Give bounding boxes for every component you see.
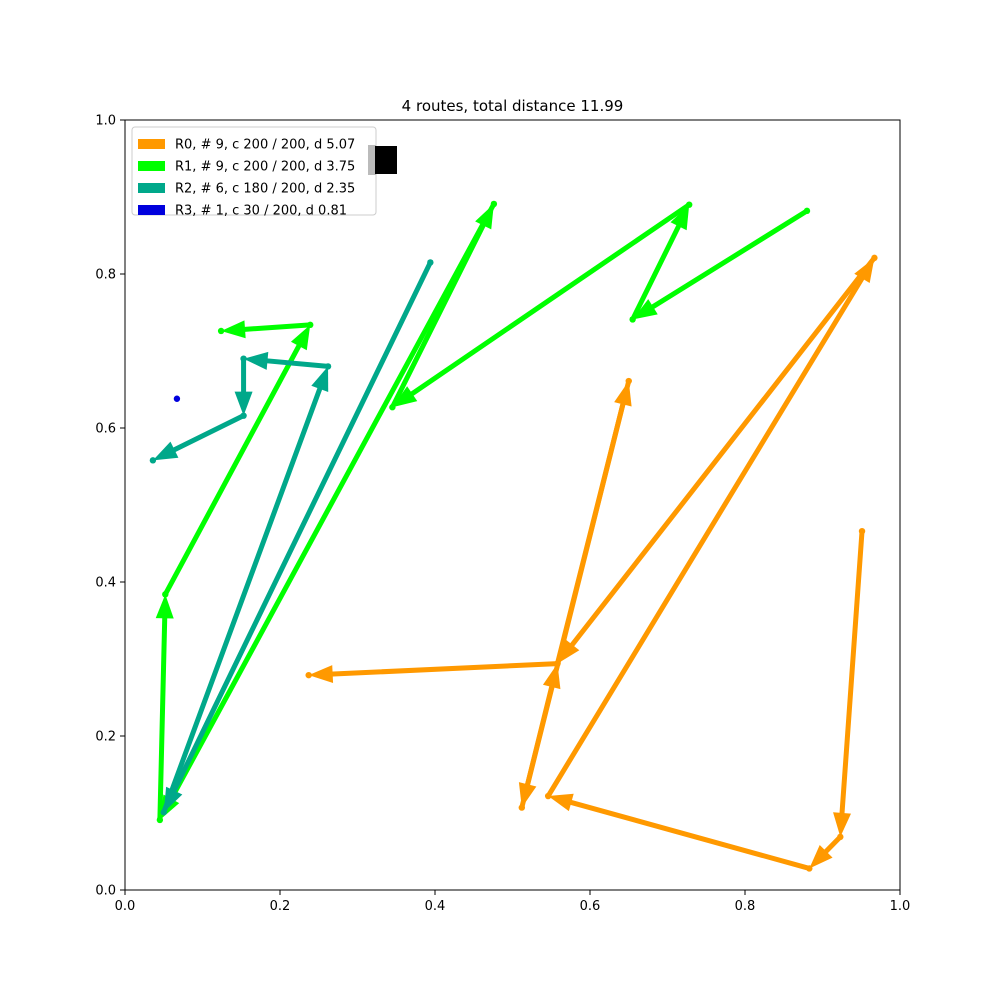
- depot-layer: [368, 145, 397, 175]
- legend-label: R3, # 1, c 30 / 200, d 0.81: [175, 204, 347, 219]
- route-stop: [173, 395, 181, 402]
- route-arrowhead: [542, 663, 561, 690]
- route-segment: [167, 201, 497, 804]
- route-stop: [544, 792, 552, 800]
- route-segment: [170, 413, 247, 454]
- route-stop: [871, 254, 878, 262]
- route-arrowhead: [234, 391, 253, 416]
- route-stop: [240, 412, 247, 419]
- x-tick-label: 1.0: [890, 899, 911, 914]
- route-stop: [629, 316, 636, 323]
- legend-swatch: [138, 205, 165, 215]
- route-stop: [427, 259, 434, 266]
- route-arrowhead: [308, 665, 334, 684]
- route-stop: [389, 404, 396, 411]
- route-arrowhead: [548, 793, 574, 812]
- route-arrowhead: [392, 386, 418, 408]
- route-segment: [519, 682, 555, 811]
- route-stop: [625, 377, 632, 385]
- route-0: [305, 254, 878, 872]
- legend-swatch: [138, 161, 165, 171]
- route-arrowhead: [311, 366, 329, 393]
- route-stop: [858, 527, 866, 535]
- route-segment: [822, 834, 843, 856]
- route-stop: [803, 207, 811, 215]
- route-segment: [161, 384, 323, 815]
- route-2: [149, 259, 434, 816]
- route-segment: [839, 528, 865, 818]
- route-arrowhead: [809, 845, 833, 869]
- route-stop: [307, 321, 314, 329]
- route-arrowhead: [221, 320, 246, 339]
- route-segment: [240, 322, 313, 332]
- route-stop: [162, 591, 169, 598]
- route-segment: [648, 208, 810, 311]
- depot-marker-shadow: [368, 145, 376, 175]
- x-tick-label: 0.6: [580, 899, 601, 914]
- x-tick-label: 0.4: [425, 899, 446, 914]
- axes-layer: 0.0 0.2 0.4 0.6 0.8 1.0 0.0 0.2 0.4 0.6 0.8 1.0: [95, 114, 910, 915]
- route-arrowhead: [243, 351, 269, 370]
- y-tick-label: 0.8: [95, 268, 116, 283]
- route-stop: [806, 865, 813, 872]
- route-segment: [545, 274, 866, 799]
- route-stop: [217, 327, 225, 335]
- routes-layer: [149, 200, 878, 872]
- route-stop: [156, 816, 164, 824]
- route-segment: [328, 661, 560, 677]
- route-arrowhead: [670, 204, 690, 231]
- legend-label: R1, # 9, c 200 / 200, d 3.75: [175, 160, 355, 175]
- plot-frame: [124, 119, 901, 891]
- route-segment: [566, 799, 812, 871]
- route-stop: [554, 660, 561, 667]
- route-segment: [262, 358, 331, 369]
- route-arrowhead: [833, 812, 852, 837]
- route-stop: [240, 355, 247, 362]
- route-segment: [568, 255, 877, 649]
- route-arrowhead: [632, 299, 658, 320]
- route-arrowhead: [155, 594, 174, 619]
- chart-title: 4 routes, total distance 11.99: [402, 97, 624, 115]
- route-stop: [518, 804, 525, 811]
- route-stop: [837, 833, 844, 841]
- route-arrowhead: [152, 441, 179, 461]
- depot-marker: [375, 146, 397, 174]
- route-stop: [324, 363, 332, 370]
- route-segment: [170, 259, 433, 795]
- x-tick-label: 0.8: [735, 899, 756, 914]
- route-3: [173, 395, 181, 402]
- legend-label: R0, # 9, c 200 / 200, d 5.07: [175, 138, 355, 153]
- route-stop: [490, 200, 498, 208]
- legend: R0, # 9, c 200 / 200, d 5.07 R1, # 9, c 2…: [131, 126, 377, 219]
- route-arrowhead: [557, 639, 580, 664]
- x-tick-label: 0.0: [115, 899, 136, 914]
- legend-swatch: [138, 183, 165, 193]
- route-stop: [686, 201, 693, 208]
- legend-swatch: [138, 139, 165, 149]
- y-tick-label: 0.2: [95, 730, 116, 745]
- route-arrowhead: [290, 324, 311, 351]
- y-tick-label: 1.0: [95, 114, 116, 129]
- legend-label: R2, # 6, c 180 / 200, d 2.35: [175, 182, 355, 197]
- y-tick-label: 0.0: [95, 884, 116, 899]
- route-segment: [162, 341, 303, 597]
- route-stop: [160, 809, 167, 816]
- route-segment: [408, 202, 692, 398]
- route-segment: [157, 613, 168, 823]
- y-tick-label: 0.4: [95, 576, 116, 591]
- route-1: [155, 200, 811, 824]
- y-tick-label: 0.6: [95, 422, 116, 437]
- route-stop: [149, 457, 157, 464]
- x-tick-label: 0.2: [270, 899, 291, 914]
- route-stop: [305, 671, 312, 679]
- route-segment: [630, 221, 682, 322]
